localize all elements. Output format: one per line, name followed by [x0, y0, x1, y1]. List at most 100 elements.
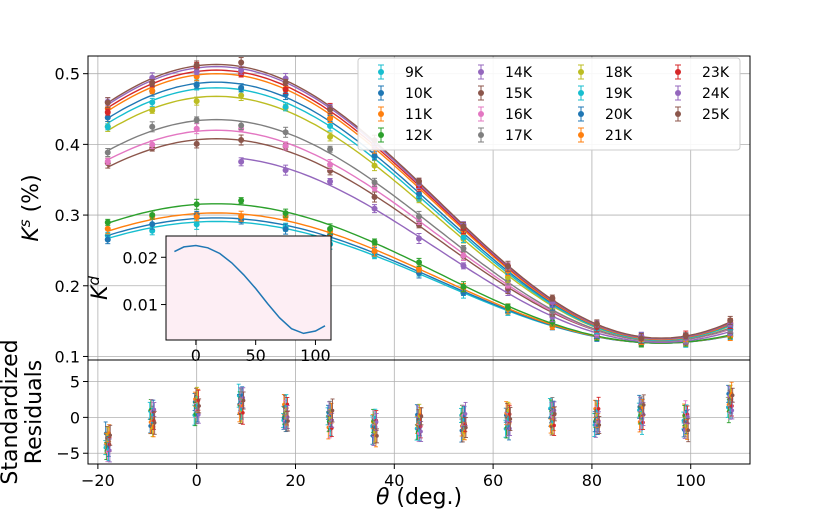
data-point-14K: [460, 262, 467, 270]
data-point-18K: [193, 96, 200, 106]
data-point-15K: [371, 191, 378, 203]
legend-entry-17K: 17K: [478, 127, 533, 144]
data-point-11K: [238, 210, 245, 222]
data-point-15K: [193, 139, 200, 149]
data-point-17K: [149, 121, 156, 133]
x-tick-label: 60: [483, 471, 503, 490]
data-point-17K: [416, 210, 422, 222]
legend-label: 9K: [405, 65, 424, 81]
residual-point-25K: [552, 406, 557, 422]
main-y-symbol: K: [19, 226, 44, 242]
residual-point-25K: [286, 410, 291, 432]
x-axis-symbol: θ: [376, 485, 390, 510]
data-point-20K: [193, 81, 200, 89]
main-y-tick-label: 0.1: [55, 347, 80, 366]
legend-label: 25K: [702, 107, 730, 123]
data-point-12K: [371, 238, 378, 246]
legend-frame: [357, 57, 741, 151]
data-point-19K: [282, 102, 289, 112]
residual-point-24K: [374, 413, 379, 431]
legend-label: 19K: [605, 86, 633, 102]
data-point-24K: [193, 68, 200, 76]
residual-point-25K: [686, 418, 691, 443]
residual-point-25K: [730, 387, 735, 403]
data-point-25K: [638, 332, 645, 344]
legend-label: 21K: [605, 128, 633, 144]
x-tick-label: 80: [582, 471, 602, 490]
residual-x-ticks: −20 0 20 40 60 80 100: [81, 464, 706, 490]
inset-y-label: Kd: [85, 276, 113, 300]
data-point-16K: [282, 141, 289, 151]
inset-panel: 0 50 100 0.01 0.02 Kd: [85, 235, 332, 365]
x-tick-label: 0: [192, 471, 202, 490]
legend-entry-20K: 20K: [578, 106, 633, 123]
data-point-25K: [593, 319, 600, 329]
inset-x-tick-label: 100: [300, 346, 331, 365]
main-y-tick-label: 0.4: [55, 135, 80, 154]
main-y-ticks: 0.1 0.2 0.3 0.4 0.5: [55, 65, 88, 366]
residual-point-24K: [730, 401, 735, 420]
legend-label: 12K: [405, 128, 433, 144]
data-point-25K: [504, 260, 511, 272]
data-point-25K: [416, 177, 422, 185]
legend-entry-18K: 18K: [578, 64, 633, 81]
data-point-12K: [149, 210, 156, 220]
x-axis-label: θ (deg.): [376, 485, 462, 510]
data-point-14K: [327, 178, 334, 186]
data-point-18K: [371, 160, 378, 172]
data-point-17K: [327, 145, 334, 153]
data-point-16K: [193, 123, 200, 135]
data-point-12K: [238, 197, 245, 205]
main-panel: 0.1 0.2 0.3 0.4 0.5 Ks (%): [16, 55, 751, 366]
residual-y-tick-label: 5: [70, 373, 80, 392]
legend-label: 17K: [505, 128, 533, 144]
data-point-25K: [727, 315, 734, 325]
data-point-25K: [282, 78, 289, 86]
data-point-19K: [104, 123, 111, 131]
data-point-12K: [193, 198, 200, 210]
inset-x-tick-label: 0: [191, 346, 201, 365]
residual-point-25K: [419, 407, 424, 426]
legend-entry-15K: 15K: [478, 85, 533, 102]
data-point-15K: [238, 134, 245, 146]
inset-kd-line: [174, 244, 326, 335]
legend-entry-24K: 24K: [675, 85, 730, 102]
main-y-tick-label: 0.5: [55, 65, 80, 84]
data-point-21K: [149, 87, 156, 95]
data-point-25K: [460, 221, 467, 231]
residual-point-25K: [108, 424, 113, 446]
data-point-14K: [282, 164, 289, 176]
data-point-25K: [193, 60, 200, 70]
data-point-11K: [416, 265, 422, 273]
data-point-25K: [327, 105, 334, 115]
data-point-20K: [238, 83, 245, 93]
legend-label: 11K: [405, 107, 433, 123]
x-tick-label: 100: [675, 471, 706, 490]
data-point-10K: [104, 235, 111, 245]
legend-label: 24K: [702, 86, 730, 102]
data-point-17K: [238, 121, 245, 131]
legend-label: 14K: [505, 65, 533, 81]
legend-entry-23K: 23K: [675, 64, 730, 81]
residual-y-tick-label: −5: [56, 444, 80, 463]
residual-point-25K: [374, 428, 379, 444]
main-points: [104, 57, 734, 348]
data-point-12K: [327, 223, 334, 235]
residual-points: [103, 381, 735, 463]
main-y-sup: s: [16, 219, 34, 227]
data-point-12K: [460, 281, 467, 293]
legend-items: 9K 10K 11K 12K 14K 15K 16K 17K 18K 19K 20K 21K 23K 24…: [378, 64, 730, 144]
main-y-tick-label: 0.2: [55, 277, 80, 296]
legend-label: 23K: [702, 65, 730, 81]
residual-y-label-line2: Residuals: [22, 360, 47, 464]
inset-y-tick-label: 0.02: [122, 248, 158, 267]
data-point-17K: [371, 177, 378, 187]
data-point-10K: [282, 223, 289, 235]
data-point-17K: [460, 245, 467, 253]
data-point-18K: [149, 106, 156, 114]
x-tick-label: 40: [384, 471, 404, 490]
residual-panel: −5 0 5 −20 0 20 40 60 80 100 Standardized Residu…: [0, 339, 751, 510]
data-point-11K: [193, 212, 200, 222]
main-y-label: Ks (%): [16, 174, 44, 241]
